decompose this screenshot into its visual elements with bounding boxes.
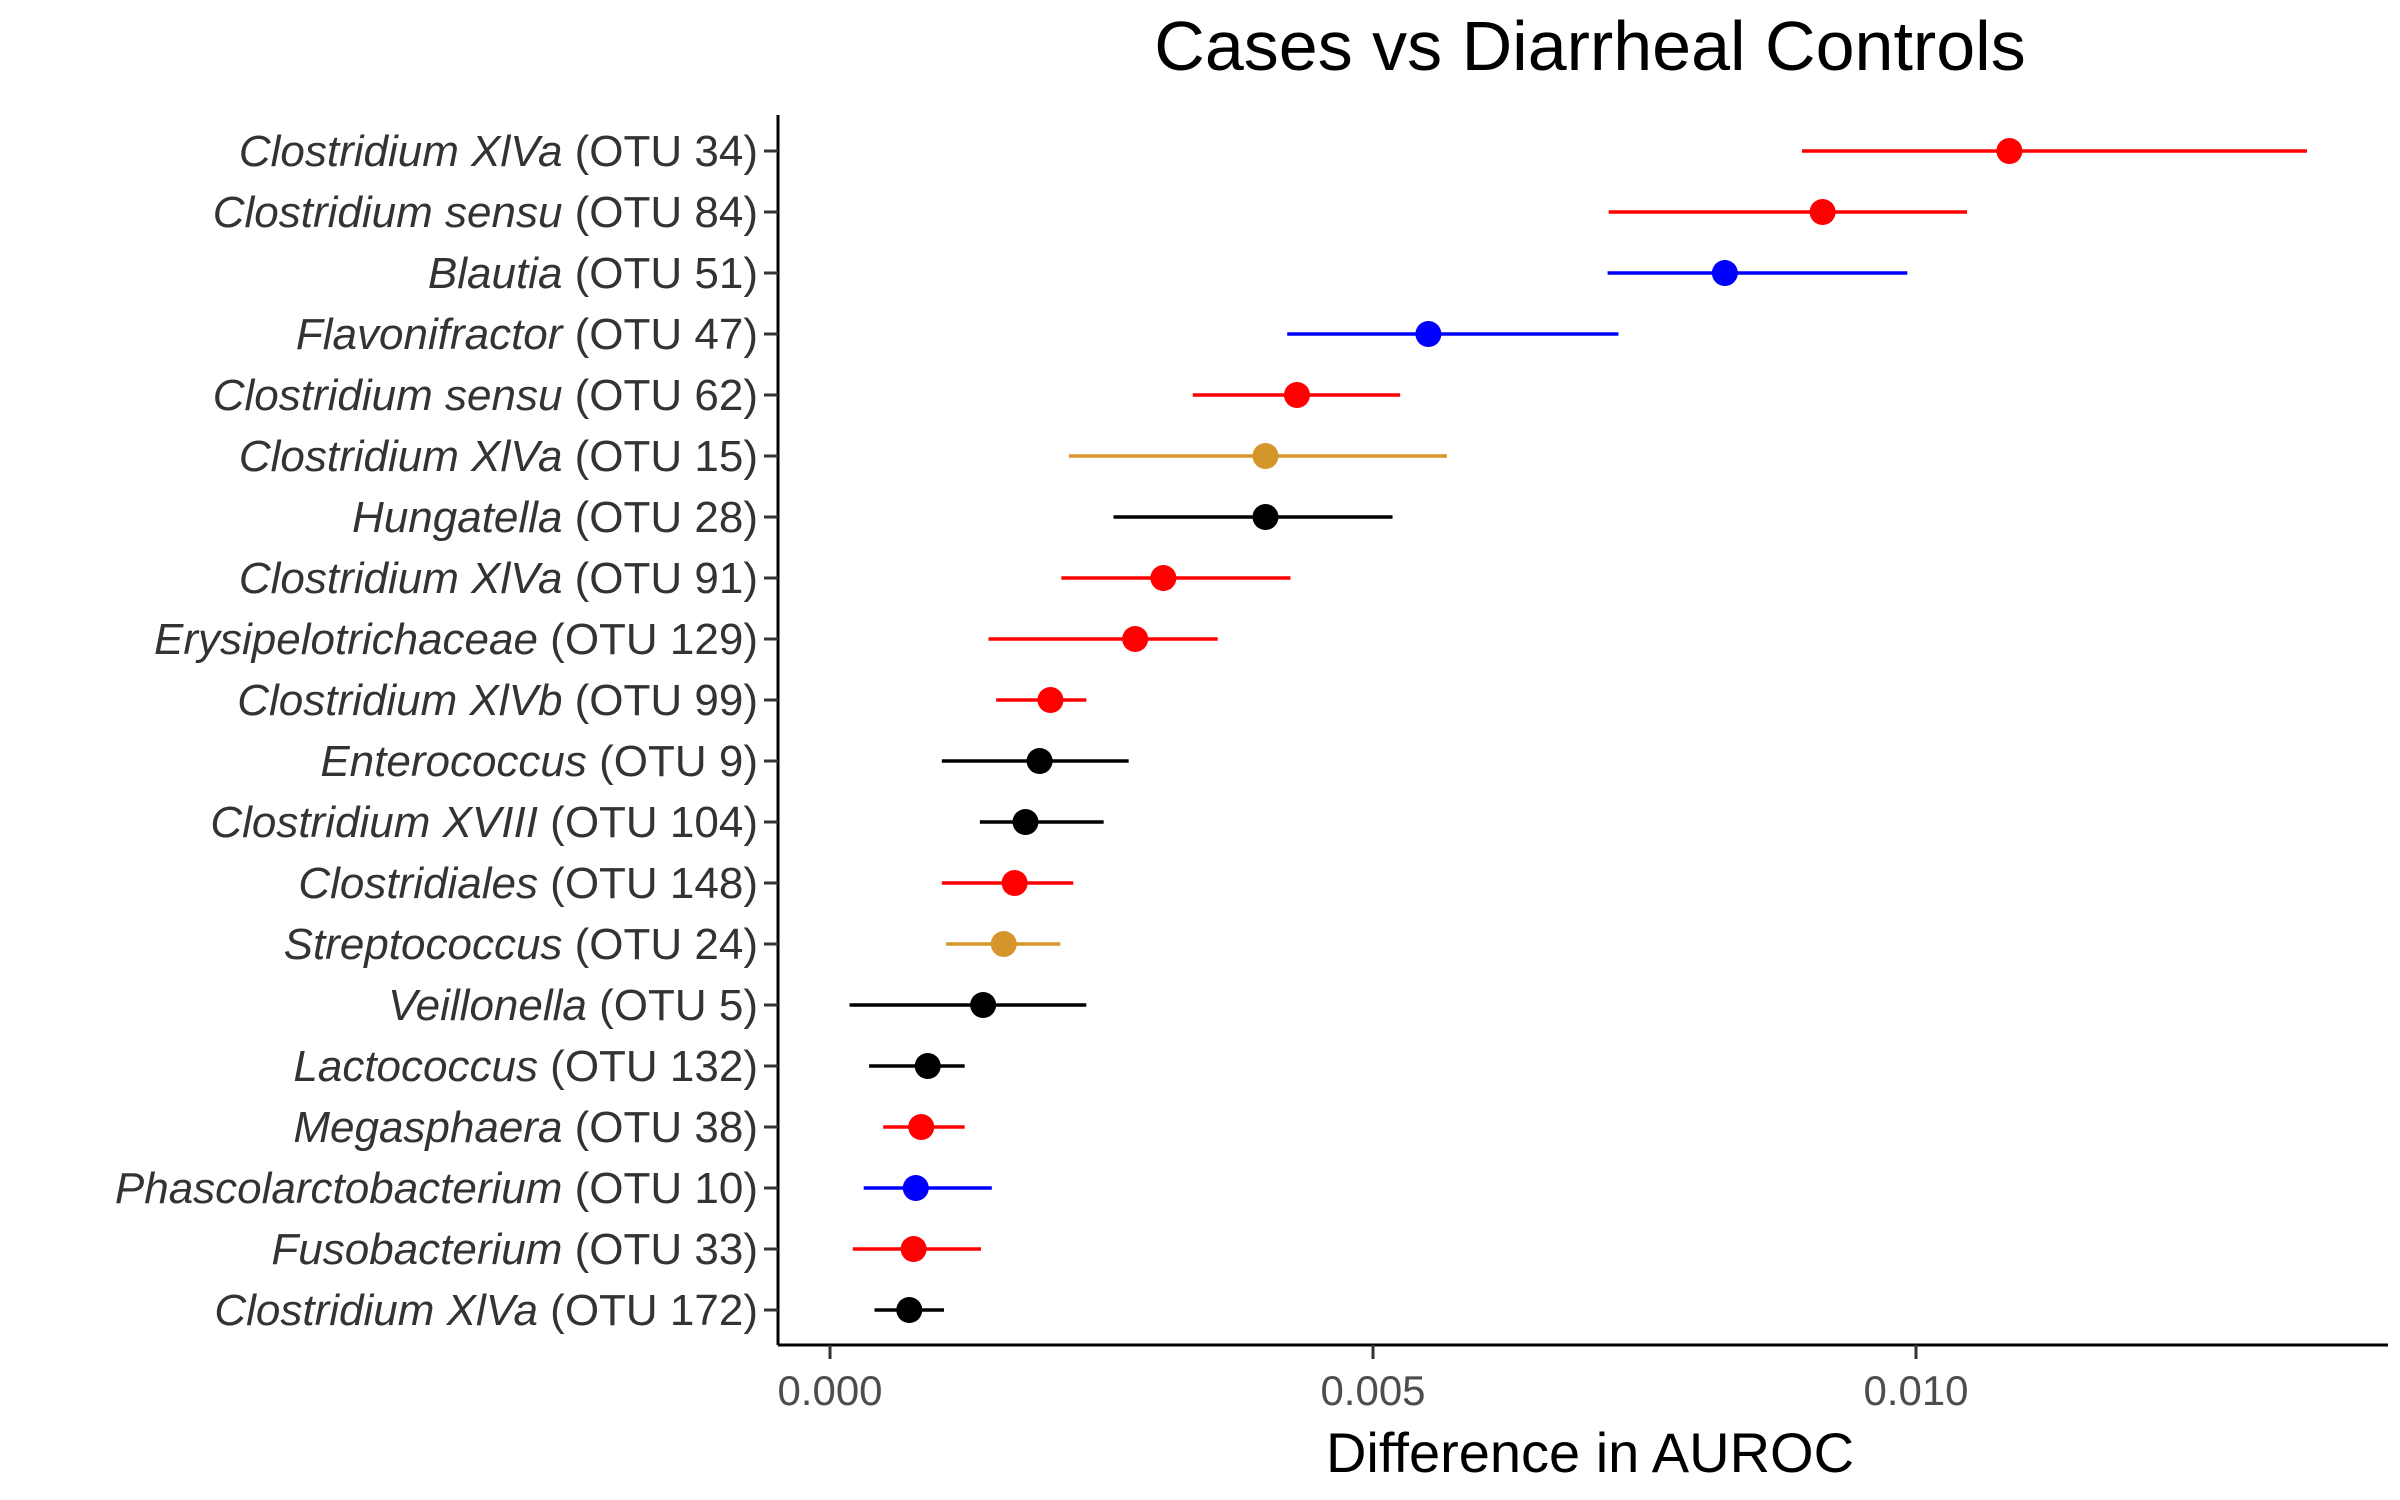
- genus-name: Clostridium sensu: [213, 188, 563, 237]
- y-tick-label: Clostridium XVIII (OTU 104): [210, 798, 758, 847]
- chart-title: Cases vs Diarrheal Controls: [1154, 7, 2025, 85]
- y-tick-label: Phascolarctobacterium (OTU 10): [115, 1164, 758, 1213]
- data-point: [990, 931, 1017, 957]
- data-point: [902, 1175, 929, 1201]
- data-point: [970, 992, 997, 1018]
- otu-id: (OTU 9): [587, 737, 758, 786]
- y-tick-label: Lactococcus (OTU 132): [293, 1042, 758, 1091]
- data-point: [908, 1114, 935, 1140]
- data-point: [1122, 626, 1149, 652]
- y-tick-label: Streptococcus (OTU 24): [284, 920, 758, 969]
- genus-name: Blautia: [428, 249, 563, 298]
- genus-name: Phascolarctobacterium: [115, 1164, 563, 1213]
- x-tick-label: 0.005: [1320, 1367, 1425, 1414]
- data-point: [1252, 504, 1279, 530]
- otu-id: (OTU 15): [562, 432, 758, 481]
- genus-name: Streptococcus: [284, 920, 563, 969]
- otu-id: (OTU 34): [562, 127, 758, 176]
- data-point: [1996, 138, 2023, 164]
- data-point: [1026, 748, 1053, 774]
- data-point: [1001, 870, 1028, 896]
- otu-id: (OTU 24): [562, 920, 758, 969]
- data-point: [1252, 443, 1279, 469]
- y-tick-label: Fusobacterium (OTU 33): [271, 1225, 758, 1274]
- data-point: [1283, 382, 1310, 408]
- y-tick-label: Enterococcus (OTU 9): [320, 737, 758, 786]
- data-point: [1809, 199, 1836, 225]
- y-tick-label: Clostridium XlVa (OTU 15): [239, 432, 758, 481]
- data-point: [1012, 809, 1039, 835]
- y-tick-label: Clostridium XlVb (OTU 99): [237, 676, 758, 725]
- y-tick-label: Clostridium XlVa (OTU 91): [239, 554, 758, 603]
- otu-id: (OTU 104): [538, 798, 758, 847]
- genus-name: Clostridium XlVa: [214, 1286, 538, 1335]
- genus-name: Clostridiales: [298, 859, 538, 908]
- data-point: [914, 1053, 941, 1079]
- y-tick-label: Clostridium XlVa (OTU 172): [214, 1286, 758, 1335]
- otu-id: (OTU 62): [562, 371, 758, 420]
- data-point: [1037, 687, 1064, 713]
- genus-name: Clostridium XVIII: [210, 798, 538, 847]
- otu-id: (OTU 47): [562, 310, 758, 359]
- y-tick-label: Erysipelotrichaceae (OTU 129): [154, 615, 758, 664]
- y-tick-label: Blautia (OTU 51): [428, 249, 758, 298]
- genus-name: Clostridium XlVa: [239, 554, 563, 603]
- y-tick-label: Clostridium sensu (OTU 84): [213, 188, 758, 237]
- genus-name: Fusobacterium: [271, 1225, 562, 1274]
- otu-id: (OTU 5): [587, 981, 758, 1030]
- genus-name: Clostridium XlVb: [237, 676, 562, 725]
- genus-name: Flavonifractor: [296, 310, 565, 359]
- otu-id: (OTU 91): [562, 554, 758, 603]
- y-tick-label: Flavonifractor (OTU 47): [296, 310, 758, 359]
- data-point: [1415, 321, 1442, 347]
- data-point: [1150, 565, 1177, 591]
- otu-id: (OTU 132): [538, 1042, 758, 1091]
- genus-name: Enterococcus: [320, 737, 587, 786]
- x-axis-title: Difference in AUROC: [1326, 1421, 1854, 1484]
- genus-name: Lactococcus: [293, 1042, 538, 1091]
- y-tick-label: Veillonella (OTU 5): [388, 981, 758, 1030]
- otu-id: (OTU 38): [562, 1103, 758, 1152]
- y-tick-label: Clostridium XlVa (OTU 34): [239, 127, 758, 176]
- plot-area: [849, 138, 2307, 1323]
- otu-id: (OTU 28): [562, 493, 758, 542]
- otu-id: (OTU 148): [538, 859, 758, 908]
- otu-id: (OTU 84): [562, 188, 758, 237]
- data-point: [896, 1297, 923, 1323]
- genus-name: Erysipelotrichaceae: [154, 615, 538, 664]
- otu-id: (OTU 99): [562, 676, 758, 725]
- otu-id: (OTU 51): [562, 249, 758, 298]
- genus-name: Clostridium XlVa: [239, 432, 563, 481]
- x-tick-label: 0.010: [1863, 1367, 1968, 1414]
- y-tick-label: Clostridiales (OTU 148): [298, 859, 758, 908]
- data-point: [1711, 260, 1738, 286]
- y-tick-label: Clostridium sensu (OTU 62): [213, 371, 758, 420]
- genus-name: Clostridium XlVa: [239, 127, 563, 176]
- otu-id: (OTU 10): [562, 1164, 758, 1213]
- genus-name: Clostridium sensu: [213, 371, 563, 420]
- y-axis: Clostridium XlVa (OTU 34) Clostridium sen…: [115, 115, 780, 1345]
- otu-id: (OTU 172): [538, 1286, 758, 1335]
- genus-name: Veillonella: [388, 981, 587, 1030]
- otu-id: (OTU 129): [538, 615, 758, 664]
- genus-name: Hungatella: [352, 493, 562, 542]
- data-point: [900, 1236, 927, 1262]
- y-tick-label: Megasphaera (OTU 38): [293, 1103, 758, 1152]
- y-tick-label: Hungatella (OTU 28): [352, 493, 758, 542]
- x-tick-label: 0.000: [777, 1367, 882, 1414]
- genus-name: Megasphaera: [293, 1103, 562, 1152]
- otu-id: (OTU 33): [562, 1225, 758, 1274]
- x-axis: 0.000 0.005 0.010: [777, 1343, 2388, 1414]
